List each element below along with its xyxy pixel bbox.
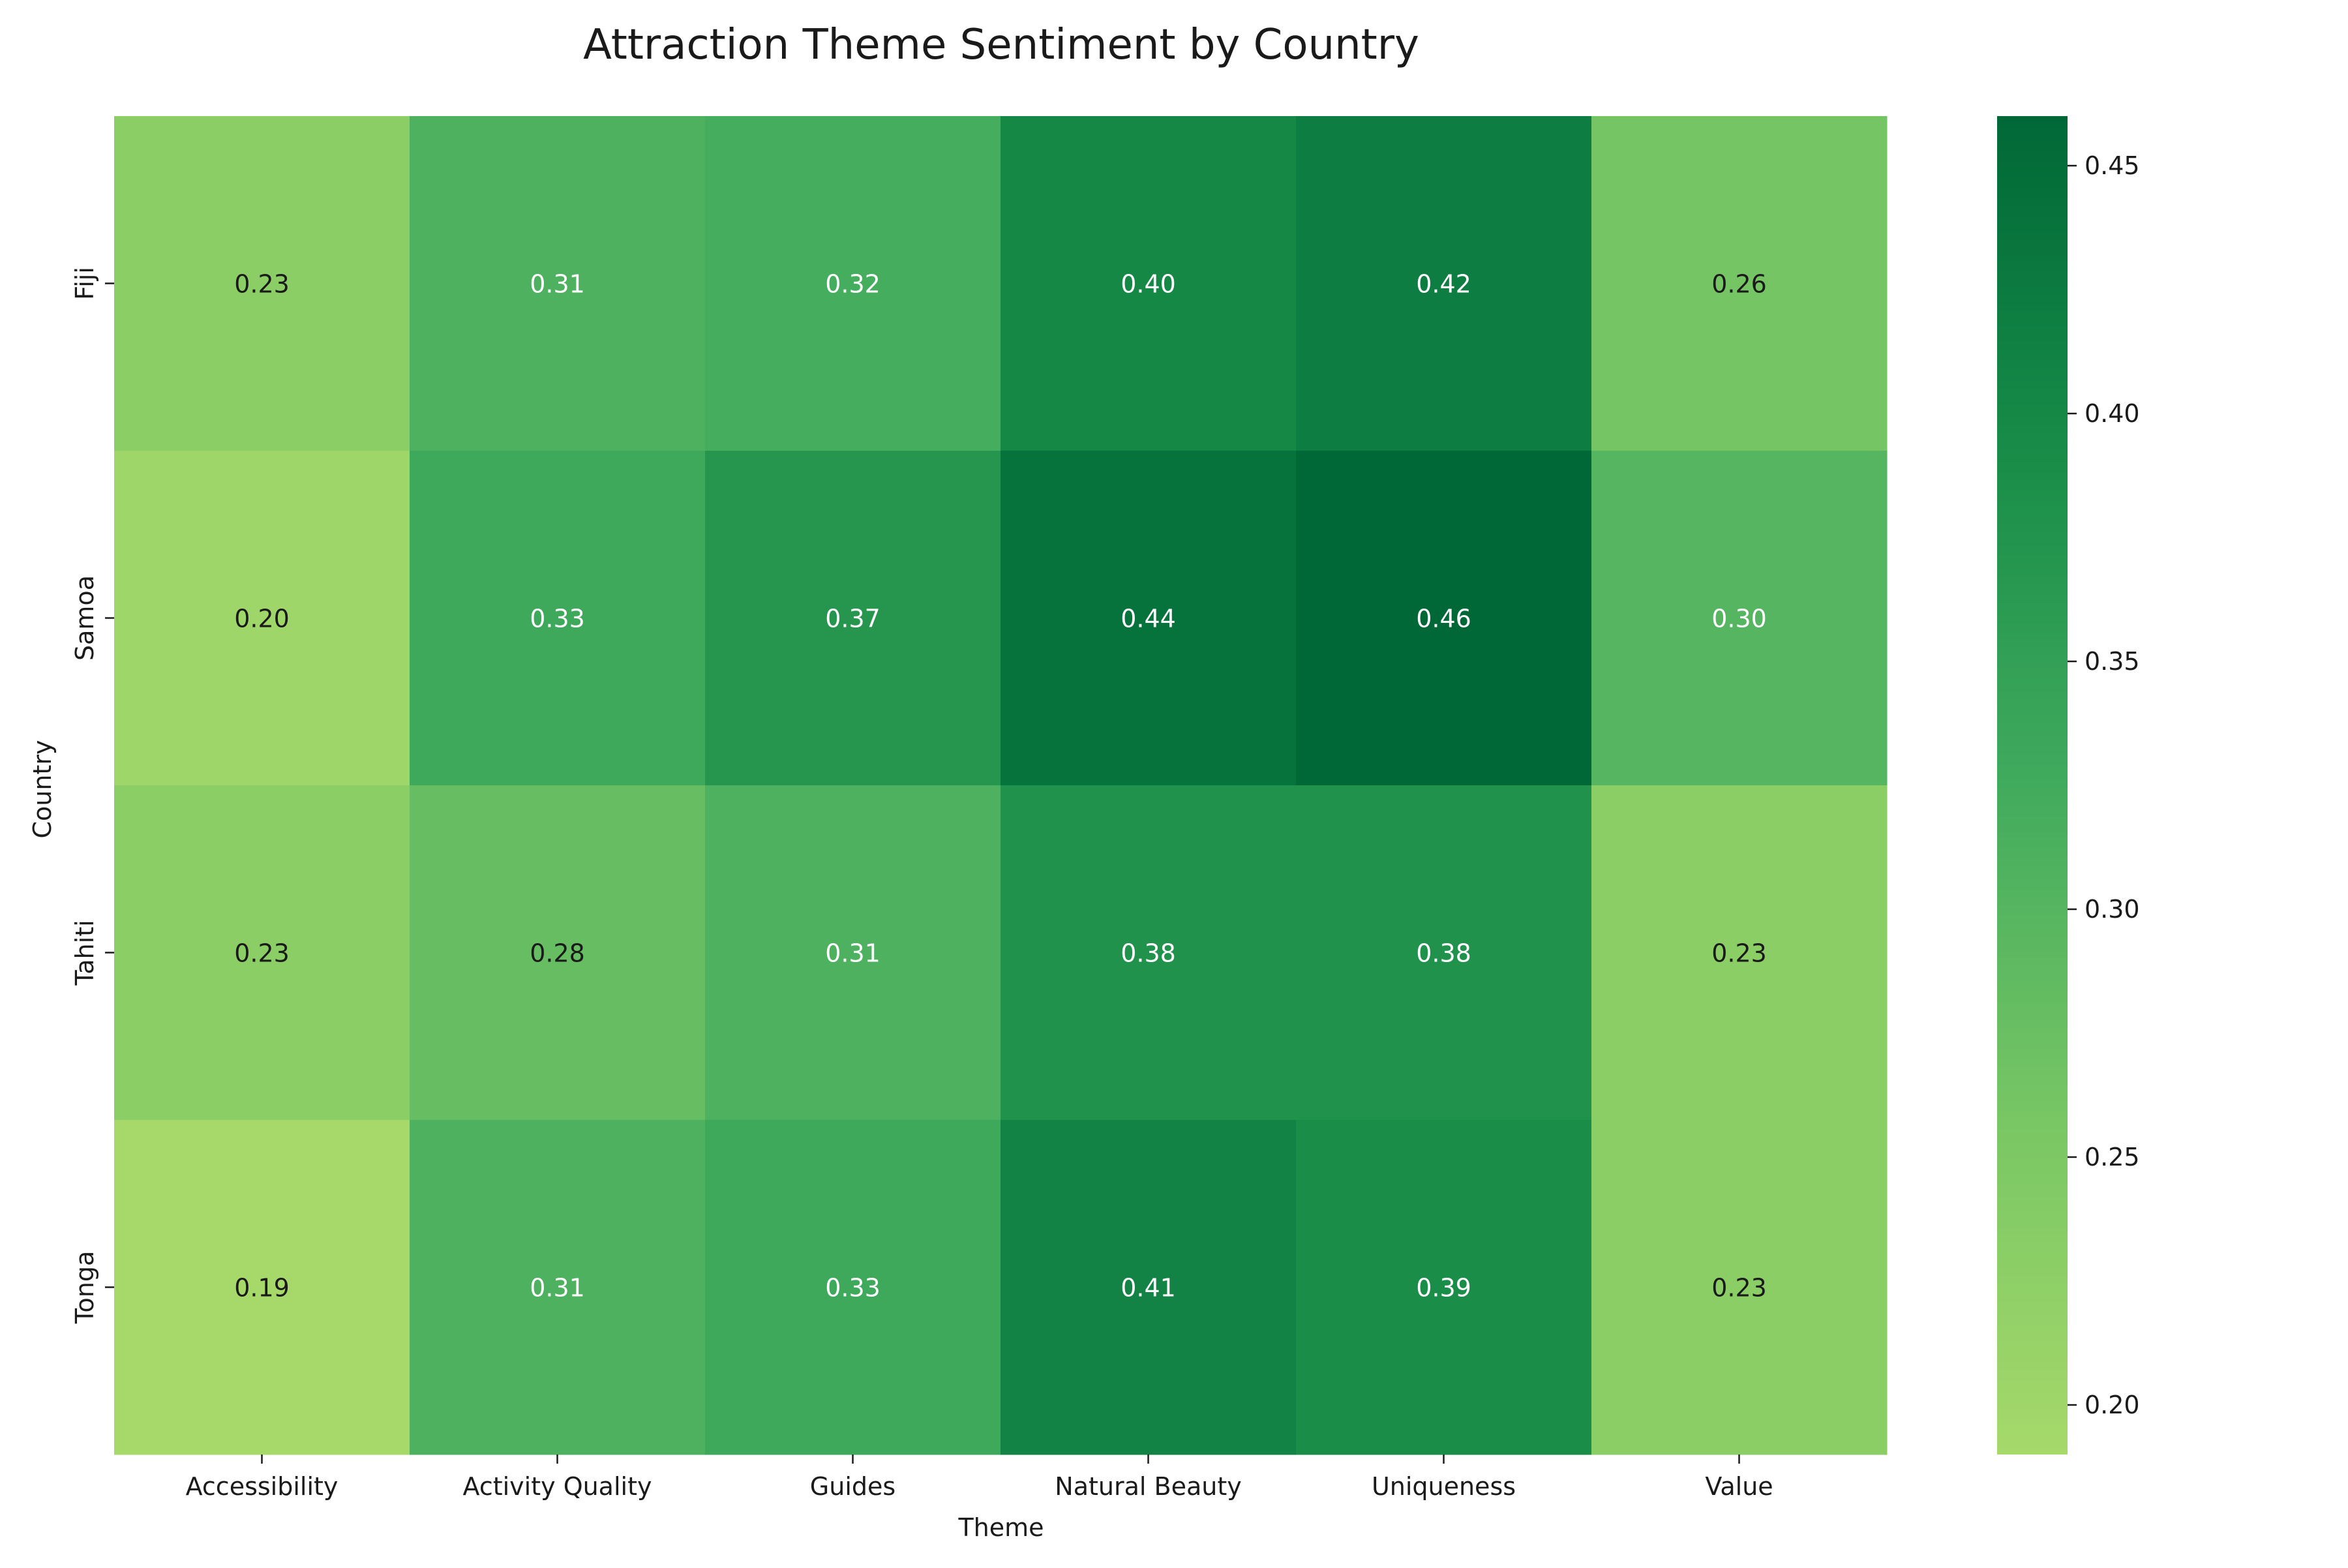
cell-value-label: 0.33 xyxy=(530,605,585,633)
heatmap-cell xyxy=(705,116,1001,451)
cell-value-label: 0.38 xyxy=(1416,939,1471,968)
heatmap-cell xyxy=(114,1120,410,1455)
cell-value-label: 0.44 xyxy=(1121,605,1176,633)
x-tick-label: Guides xyxy=(810,1472,896,1501)
cell-value-label: 0.32 xyxy=(825,270,880,299)
y-tick-label: Tonga xyxy=(70,1251,99,1325)
chart-title: Attraction Theme Sentiment by Country xyxy=(583,21,1419,69)
colorbar-tick-label: 0.30 xyxy=(2085,895,2140,924)
heatmap-cell xyxy=(1591,116,1888,451)
cell-value-label: 0.41 xyxy=(1121,1274,1176,1303)
y-tick-label: Samoa xyxy=(70,575,99,661)
x-tick-label: Natural Beauty xyxy=(1055,1472,1241,1501)
heatmap-cell xyxy=(705,451,1001,786)
heatmap-cell xyxy=(705,1120,1001,1455)
cell-value-label: 0.38 xyxy=(1121,939,1176,968)
colorbar-tick-label: 0.35 xyxy=(2085,647,2140,676)
y-axis: Fiji Samoa Tahiti Tonga xyxy=(70,267,114,1324)
cell-value-label: 0.30 xyxy=(1711,605,1767,633)
cell-value-label: 0.39 xyxy=(1416,1274,1471,1303)
x-axis: Accessibility Activity Quality Guides Natur… xyxy=(186,1455,1773,1501)
heatmap-cell xyxy=(1296,451,1592,786)
heatmap-cell xyxy=(114,785,410,1121)
heatmap-cell xyxy=(1591,785,1888,1121)
colorbar-tick-label: 0.25 xyxy=(2085,1143,2140,1171)
x-axis-title: Theme xyxy=(957,1513,1044,1542)
heatmap-cell xyxy=(114,451,410,786)
heatmap-cell xyxy=(114,116,410,451)
colorbar-tick-label: 0.45 xyxy=(2085,151,2140,180)
cell-value-label: 0.31 xyxy=(530,1274,585,1303)
heatmap-cells: 0.23 0.31 0.32 0.40 0.42 0.26 0.20 0.33 0.37 0.44… xyxy=(114,116,1888,1455)
heatmap-cell xyxy=(1591,451,1888,786)
cell-value-label: 0.37 xyxy=(825,605,880,633)
cell-value-label: 0.31 xyxy=(825,939,880,968)
cell-value-label: 0.20 xyxy=(234,605,290,633)
cell-value-label: 0.23 xyxy=(1711,939,1767,968)
cell-value-label: 0.23 xyxy=(1711,1274,1767,1303)
heatmap-cell xyxy=(705,785,1001,1121)
y-tick-label: Tahiti xyxy=(70,920,99,986)
heatmap-cell xyxy=(1296,1120,1592,1455)
y-axis-title: Country xyxy=(28,740,57,839)
heatmap-cell xyxy=(1001,116,1297,451)
cell-value-label: 0.33 xyxy=(825,1274,880,1303)
colorbar: 0.20 0.25 0.30 0.35 0.40 0.45 xyxy=(1997,116,2140,1455)
heatmap-cell xyxy=(1296,785,1592,1121)
heatmap-cell xyxy=(1001,451,1297,786)
cell-value-label: 0.28 xyxy=(530,939,585,968)
heatmap-cell xyxy=(1001,785,1297,1121)
colorbar-tick-label: 0.20 xyxy=(2085,1391,2140,1419)
heatmap-cell xyxy=(410,116,706,451)
cell-value-label: 0.31 xyxy=(530,270,585,299)
cell-value-label: 0.23 xyxy=(234,270,290,299)
cell-value-label: 0.23 xyxy=(234,939,290,968)
x-tick-label: Activity Quality xyxy=(463,1472,652,1501)
cell-value-label: 0.46 xyxy=(1416,605,1471,633)
cell-value-label: 0.42 xyxy=(1416,270,1471,299)
y-tick-label: Fiji xyxy=(70,267,99,300)
x-tick-label: Value xyxy=(1705,1472,1773,1501)
cell-value-label: 0.26 xyxy=(1711,270,1767,299)
heatmap-cell xyxy=(1591,1120,1888,1455)
heatmap-cell xyxy=(410,1120,706,1455)
x-tick-label: Uniqueness xyxy=(1372,1472,1516,1501)
cell-value-label: 0.40 xyxy=(1121,270,1176,299)
heatmap-cell xyxy=(1001,1120,1297,1455)
heatmap-cell xyxy=(1296,116,1592,451)
colorbar-bar xyxy=(1997,116,2068,1455)
heatmap-cell xyxy=(410,785,706,1121)
heatmap-cell xyxy=(410,451,706,786)
x-tick-label: Accessibility xyxy=(186,1472,339,1501)
cell-value-label: 0.19 xyxy=(234,1274,290,1303)
colorbar-tick-label: 0.40 xyxy=(2085,399,2140,428)
